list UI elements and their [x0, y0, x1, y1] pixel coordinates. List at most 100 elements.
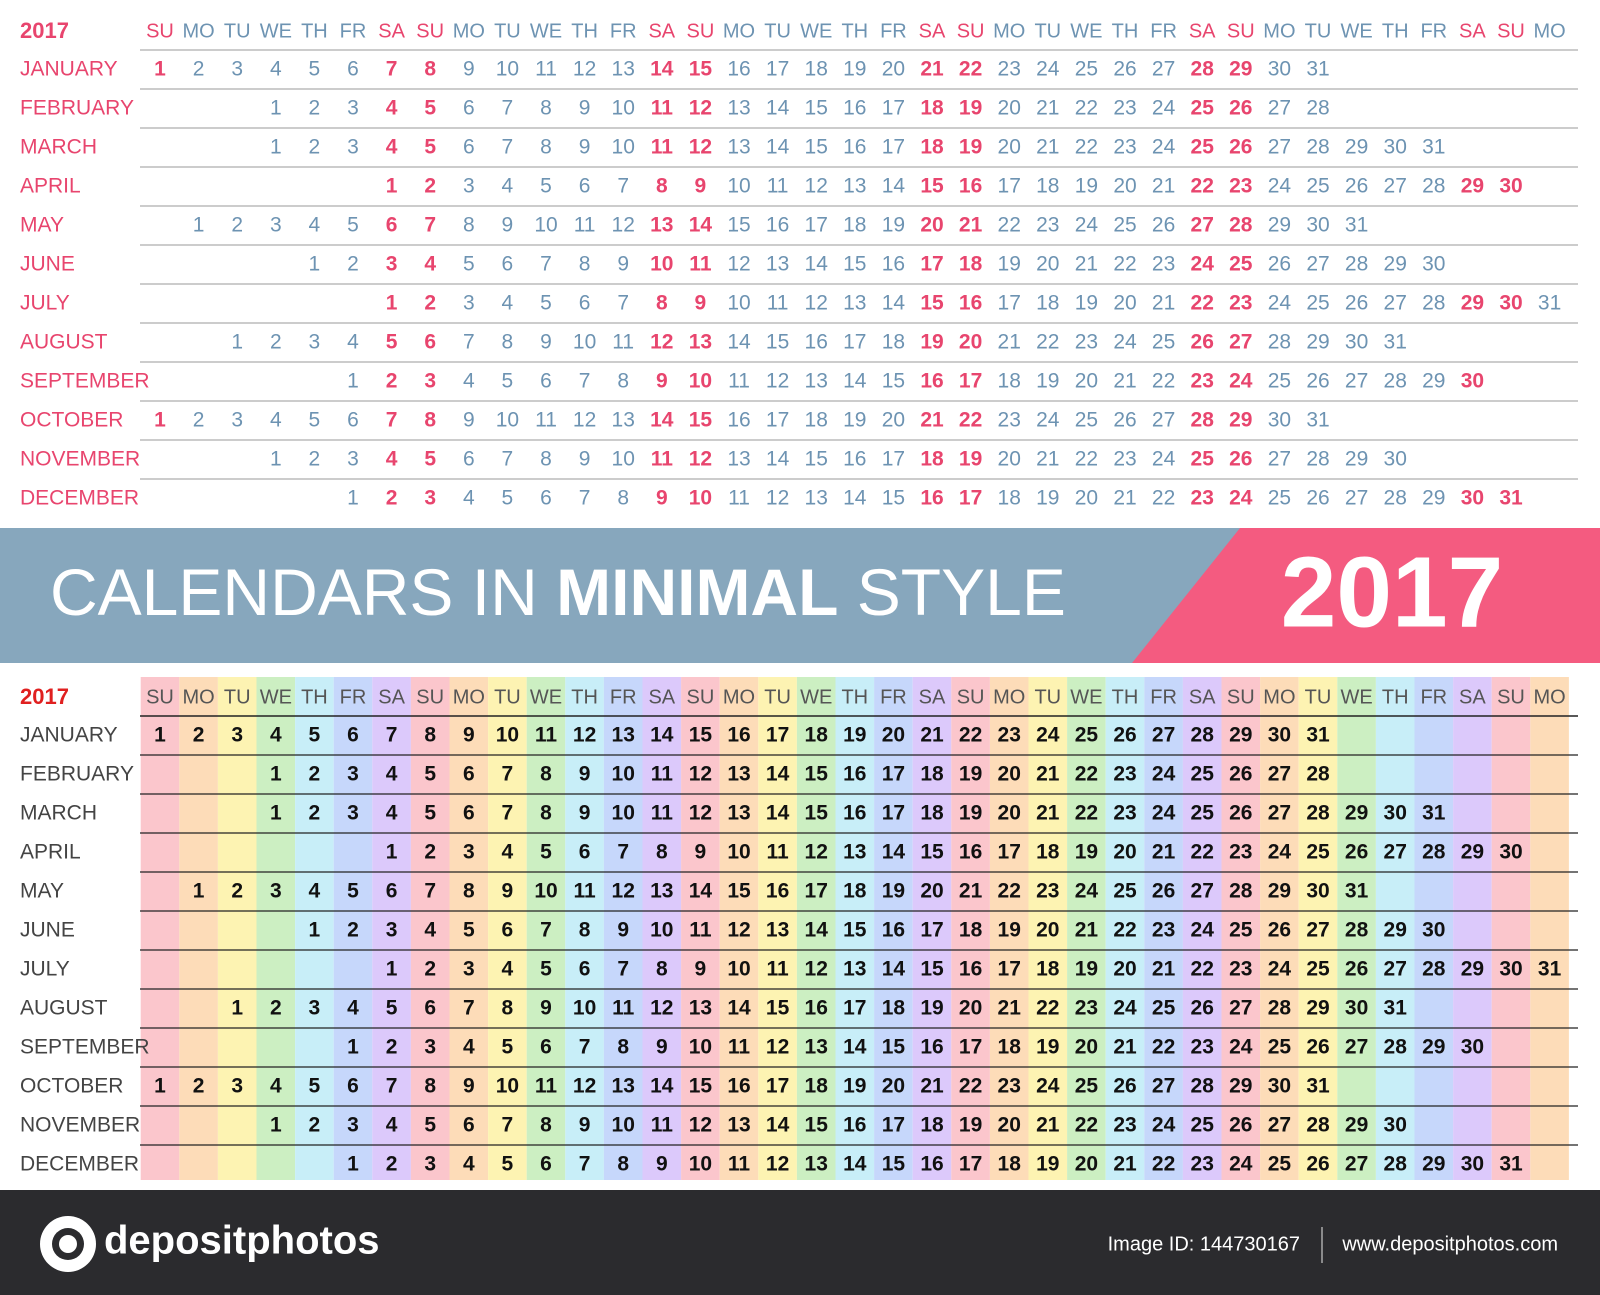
day-number: 15 — [920, 292, 944, 315]
day-number: 28 — [1422, 958, 1446, 981]
weekday-label: FR — [1150, 686, 1177, 708]
day-number: 13 — [843, 175, 866, 198]
day-number: 17 — [920, 253, 943, 276]
day-number: 11 — [766, 841, 789, 864]
day-number: 9 — [695, 292, 707, 315]
column-stripe — [372, 677, 411, 1180]
day-number: 20 — [1075, 1153, 1098, 1176]
day-number: 9 — [579, 1114, 591, 1137]
day-number: 5 — [502, 1036, 514, 1059]
day-number: 5 — [502, 370, 514, 393]
day-number: 2 — [347, 919, 359, 942]
day-number: 8 — [617, 487, 629, 510]
day-number: 3 — [424, 1036, 436, 1059]
day-number: 9 — [617, 919, 629, 942]
day-number: 24 — [1268, 292, 1292, 315]
day-number: 10 — [650, 253, 673, 276]
day-number: 6 — [540, 1036, 552, 1059]
day-number: 16 — [959, 841, 982, 864]
day-number: 8 — [617, 1153, 629, 1176]
column-stripe — [449, 677, 489, 1180]
day-number: 11 — [767, 175, 789, 198]
day-number: 22 — [1152, 1036, 1175, 1059]
day-number: 30 — [1422, 253, 1445, 276]
day-number: 9 — [695, 175, 707, 198]
day-number: 25 — [1229, 919, 1253, 942]
day-number: 5 — [386, 997, 398, 1020]
weekday-label: FR — [1420, 20, 1447, 42]
day-number: 27 — [1345, 1153, 1368, 1176]
day-number: 24 — [1152, 136, 1176, 159]
day-number: 22 — [1036, 997, 1059, 1020]
day-number: 28 — [1422, 175, 1445, 198]
day-number: 1 — [386, 175, 398, 198]
day-number: 26 — [1306, 1036, 1329, 1059]
day-number: 19 — [843, 1075, 866, 1098]
day-number: 28 — [1268, 331, 1291, 354]
logo-icon-dot — [59, 1235, 77, 1253]
day-number: 4 — [463, 487, 475, 510]
day-number: 5 — [347, 214, 359, 237]
weekday-label: FR — [340, 20, 367, 42]
day-number: 6 — [424, 331, 436, 354]
day-number: 18 — [1036, 958, 1060, 981]
day-number: 3 — [309, 997, 321, 1020]
day-number: 11 — [574, 214, 596, 237]
day-number: 5 — [424, 97, 436, 120]
weekday-label: SU — [1227, 686, 1255, 708]
day-number: 15 — [805, 136, 828, 159]
day-number: 19 — [1075, 175, 1098, 198]
day-number: 10 — [534, 214, 557, 237]
column-stripe — [1491, 677, 1531, 1180]
day-number: 17 — [805, 880, 828, 903]
day-number: 28 — [1191, 1075, 1215, 1098]
day-number: 16 — [805, 331, 828, 354]
day-number: 9 — [502, 214, 514, 237]
weekday-label: TU — [1305, 686, 1332, 708]
day-number: 23 — [1036, 214, 1059, 237]
weekday-label: WE — [1340, 686, 1372, 708]
day-number: 19 — [959, 97, 982, 120]
day-number: 30 — [1499, 958, 1522, 981]
day-number: 23 — [1113, 1114, 1136, 1137]
day-number: 24 — [1152, 763, 1176, 786]
day-number: 31 — [1499, 487, 1523, 510]
day-number: 19 — [1036, 487, 1059, 510]
day-number: 22 — [1075, 763, 1098, 786]
day-number: 14 — [727, 331, 751, 354]
column-stripe — [140, 677, 180, 1180]
day-number: 7 — [579, 1153, 591, 1176]
weekday-label: WE — [260, 686, 292, 708]
day-number: 21 — [1075, 253, 1098, 276]
day-number: 12 — [573, 724, 596, 747]
day-number: 11 — [689, 253, 712, 276]
column-stripe — [912, 677, 952, 1180]
day-number: 31 — [1306, 1075, 1330, 1098]
day-number: 8 — [579, 919, 591, 942]
day-number: 14 — [766, 763, 790, 786]
day-number: 14 — [689, 214, 713, 237]
day-number: 14 — [882, 292, 906, 315]
column-stripe — [758, 677, 797, 1180]
day-number: 31 — [1306, 58, 1329, 81]
day-number: 8 — [424, 724, 436, 747]
day-number: 15 — [689, 58, 713, 81]
day-number: 25 — [1152, 331, 1175, 354]
day-number: 14 — [882, 958, 906, 981]
day-number: 25 — [1306, 841, 1330, 864]
weekday-label: SU — [416, 20, 444, 42]
day-number: 3 — [386, 919, 398, 942]
day-number: 18 — [998, 1153, 1022, 1176]
day-number: 21 — [920, 1075, 944, 1098]
day-number: 28 — [1384, 487, 1407, 510]
month-label: NOVEMBER — [20, 1114, 140, 1137]
day-number: 26 — [1306, 487, 1329, 510]
weekday-label: MO — [182, 20, 214, 42]
day-number: 20 — [1036, 919, 1059, 942]
month-label: JUNE — [20, 253, 75, 276]
day-number: 6 — [386, 214, 398, 237]
day-number: 25 — [1268, 370, 1291, 393]
day-number: 22 — [959, 409, 982, 432]
weekday-label: MO — [1533, 686, 1565, 708]
day-number: 25 — [1229, 253, 1253, 276]
